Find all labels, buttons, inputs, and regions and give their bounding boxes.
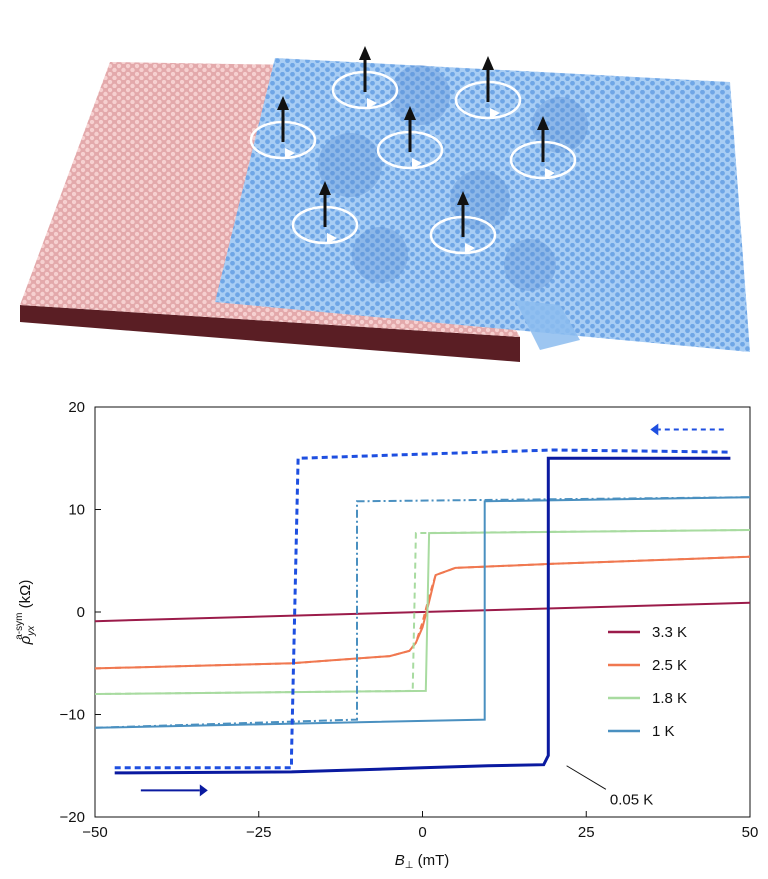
hysteresis-plot: −50 −25 0 25 50 −20 −10 0 10 20 3.3 K 2.5 K 1.8 K 1 …: [14, 399, 759, 871]
spin-arrowhead: [319, 181, 331, 195]
x-tick-label: −50: [82, 824, 107, 841]
axis-ticks: −50 −25 0 25 50 −20 −10 0 10 20: [60, 399, 759, 841]
curves: [94, 448, 751, 775]
moire-spots: [318, 65, 588, 291]
y-axis-title: ρyxa-sym (kΩ): [14, 580, 37, 646]
annotation-label: 0.05 K: [610, 791, 653, 808]
x-tick-label: 50: [742, 824, 759, 841]
sweep-arrow-head: [650, 423, 659, 436]
legend-label: 2.5 K: [652, 657, 687, 674]
series-line-3-3-K: [94, 601, 751, 623]
top-layer-fold: [515, 300, 580, 350]
bottom-layer-edge: [20, 305, 520, 362]
x-axis-title: B⊥ (mT): [395, 852, 450, 871]
circulation-arrowhead: [465, 243, 475, 254]
spin-arrowhead: [482, 56, 494, 70]
spin-markers: [249, 46, 577, 255]
top-layer: [215, 58, 750, 352]
legend-label: 1.8 K: [652, 690, 687, 707]
annotation: 0.05 K: [566, 765, 653, 808]
circulation-arrowhead: [545, 168, 555, 179]
circulation-arrowhead: [285, 148, 295, 159]
spin-arrowhead: [457, 191, 469, 205]
spin-arrowhead: [404, 106, 416, 120]
y-tick-label: 10: [68, 502, 85, 519]
sweep-arrows: [140, 423, 724, 797]
y-tick-label: −20: [60, 809, 85, 826]
sweep-arrow-head: [199, 784, 208, 797]
series-line-0-05-K: [114, 456, 731, 775]
series-line-1-8-K: [94, 529, 751, 695]
spin-arrowhead: [537, 116, 549, 130]
circulation-arrowhead: [327, 233, 337, 244]
legend: 3.3 K 2.5 K 1.8 K 1 K: [608, 624, 687, 740]
y-tick-label: −10: [60, 707, 85, 724]
x-tick-label: 0: [418, 824, 426, 841]
circulation-arrowhead: [412, 158, 422, 169]
spin-arrowhead: [277, 96, 289, 110]
spin-arrowhead: [359, 46, 371, 60]
series-line-0-05-K: [114, 448, 731, 770]
moire-illustration: [20, 46, 750, 362]
circulation-arrowhead: [367, 98, 377, 109]
x-tick-label: 25: [578, 824, 595, 841]
y-tick-label: 0: [77, 604, 85, 621]
annotation-leader: [566, 765, 607, 790]
legend-label: 3.3 K: [652, 624, 687, 641]
series-line-1-K: [94, 496, 751, 729]
y-tick-label: 20: [68, 399, 85, 416]
x-tick-label: −25: [246, 824, 271, 841]
legend-label: 1 K: [652, 723, 675, 740]
circulation-arrowhead: [490, 108, 500, 119]
